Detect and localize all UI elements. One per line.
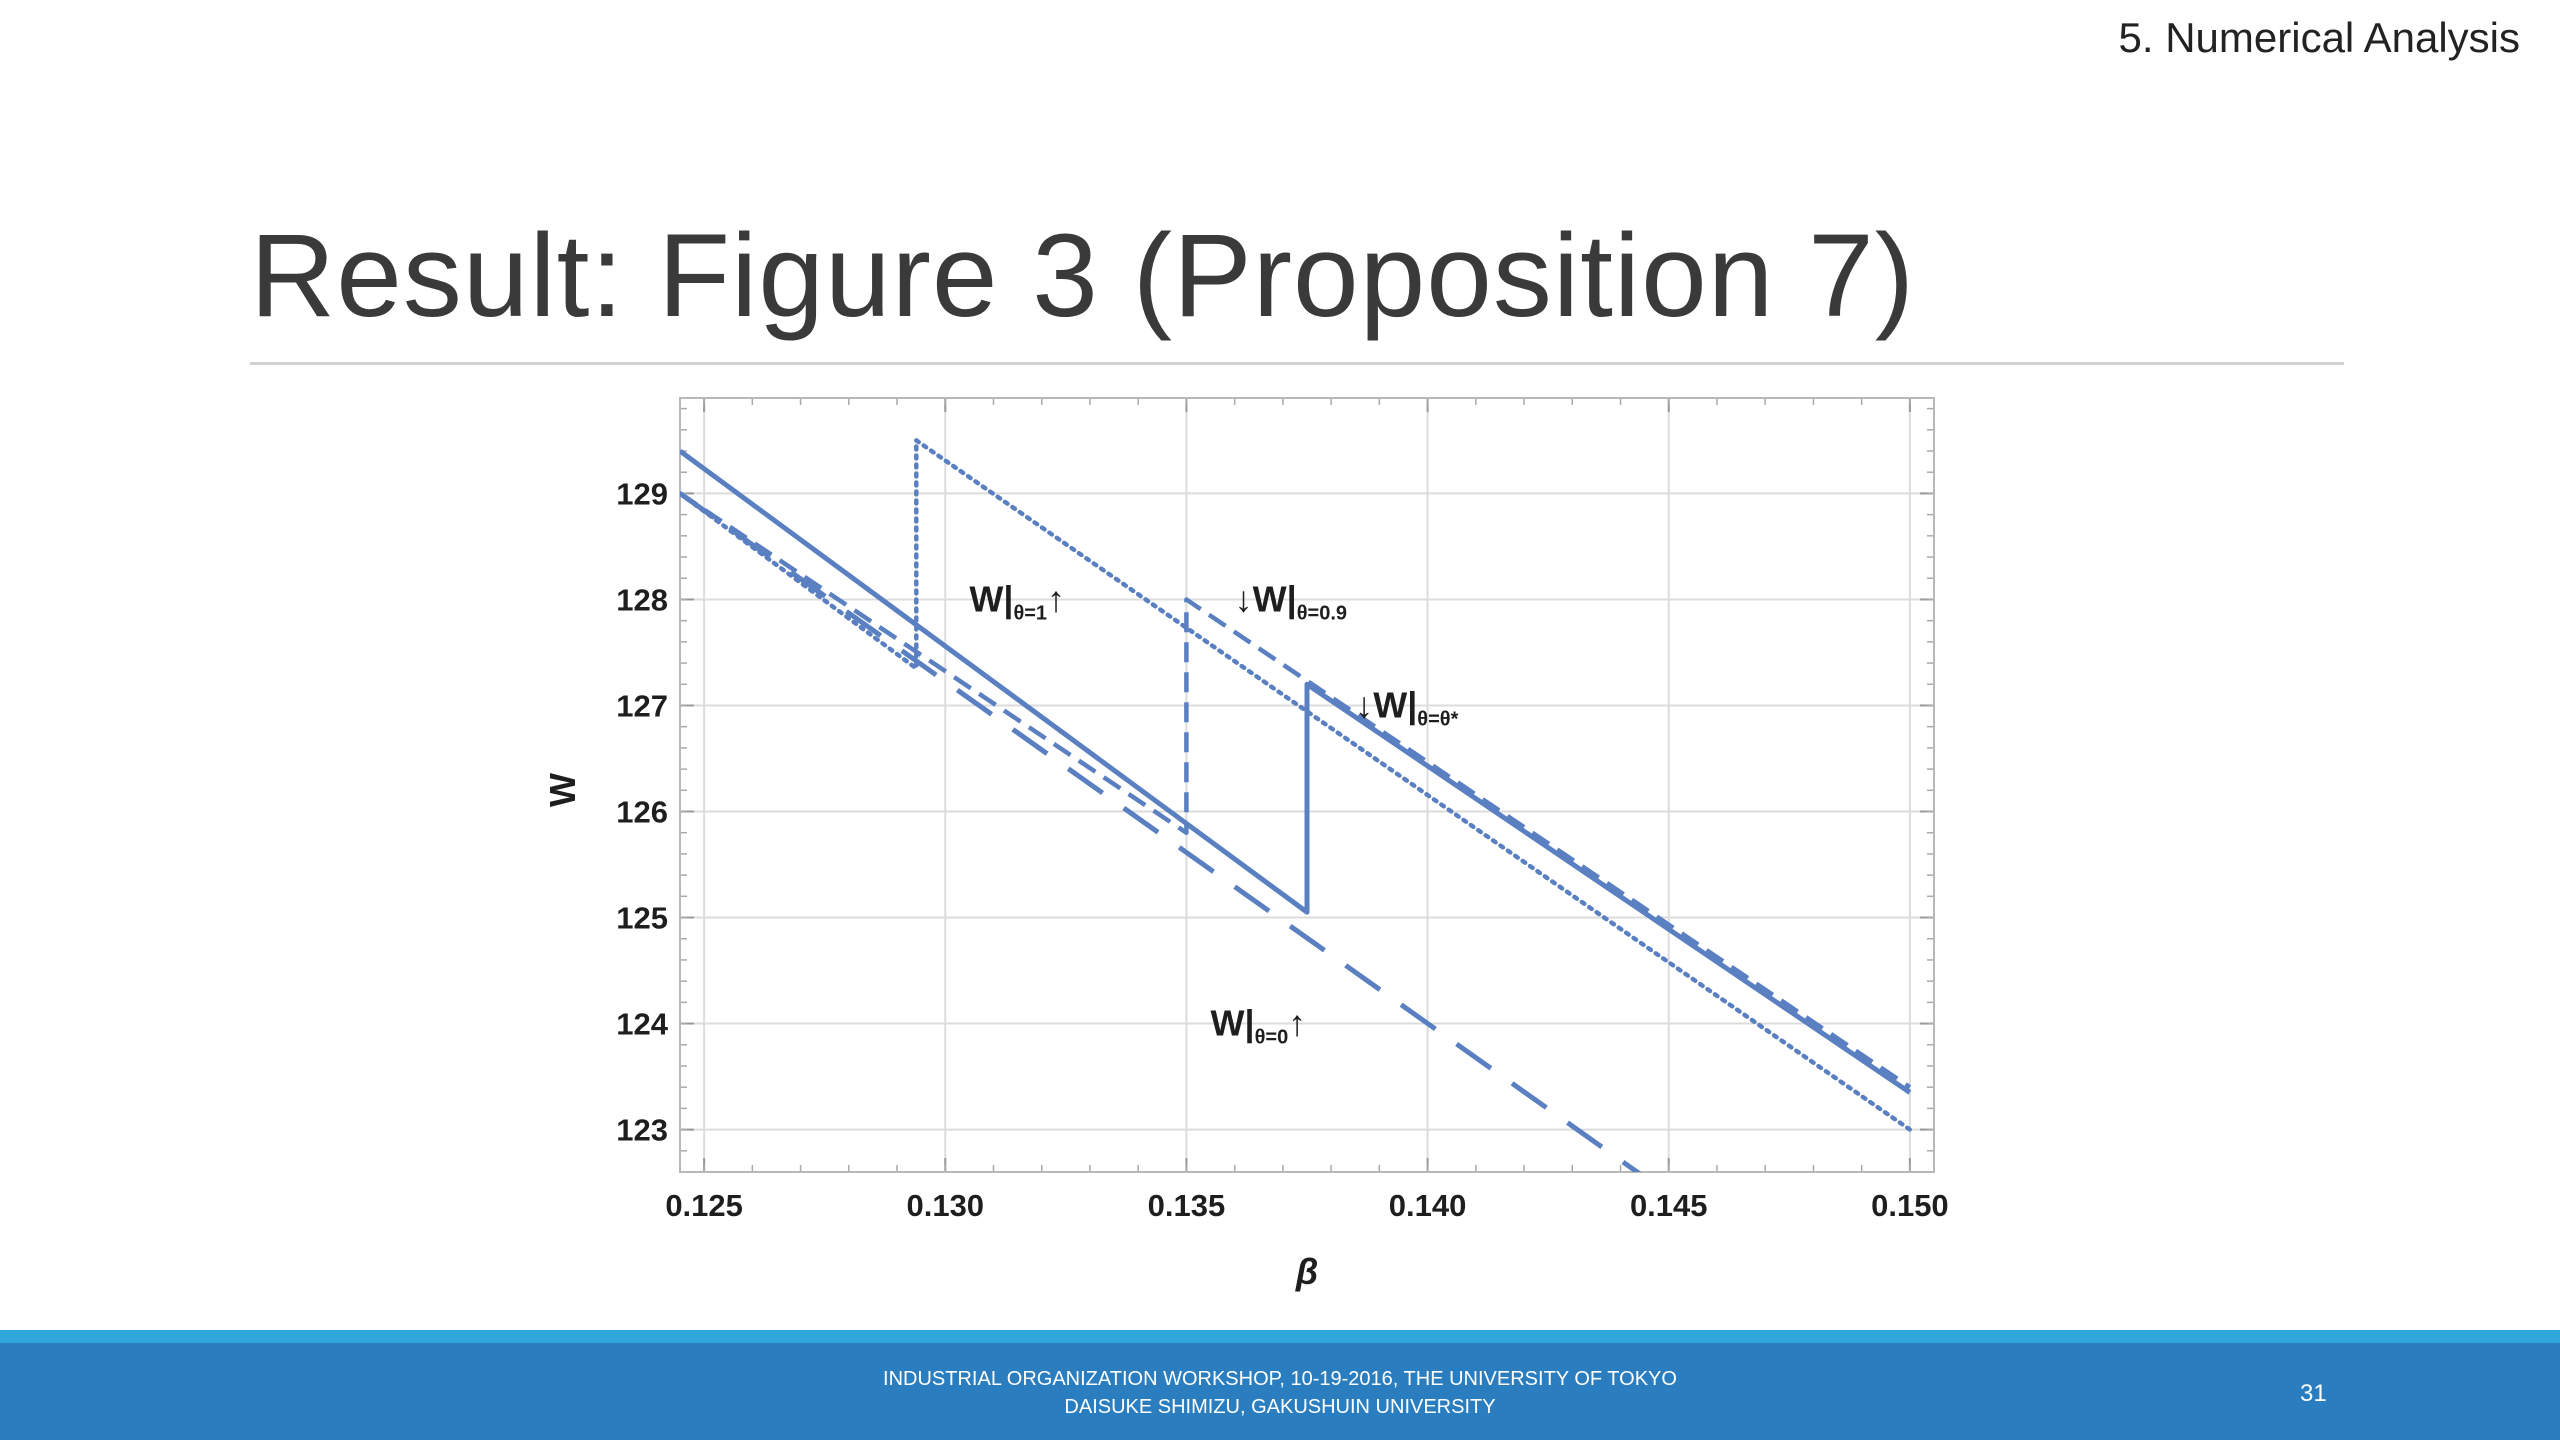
- y-tick-label: 123: [616, 1113, 668, 1148]
- series-annotations: W|θ=1↑ ↓W|θ=0.9 ↓W|θ=θ* W|θ=0↑: [969, 578, 1458, 1048]
- page-number: 31: [2300, 1380, 2327, 1407]
- series-line-dashed: [680, 491, 1912, 1090]
- footer-author: DAISUKE SHIMIZU, GAKUSHUIN UNIVERSITY: [1064, 1396, 1496, 1418]
- x-tick-label: 0.125: [665, 1188, 743, 1223]
- y-axis-title: W: [542, 773, 583, 807]
- y-tick-labels: 123 124 125 126 127 128 129: [616, 476, 668, 1147]
- y-tick-label: 129: [616, 476, 668, 511]
- title-divider: [250, 362, 2344, 365]
- section-label: 5. Numerical Analysis: [2118, 14, 2520, 61]
- y-tick-label: 128: [616, 582, 668, 617]
- footer-accent-stripe: [0, 1330, 2560, 1343]
- y-tick-label: 127: [616, 688, 668, 723]
- axis-ticks: [680, 398, 1934, 1172]
- x-tick-label: 0.145: [1630, 1188, 1708, 1223]
- footer-event: INDUSTRIAL ORGANIZATION WORKSHOP, 10-19-…: [883, 1368, 1677, 1390]
- y-tick-label: 125: [616, 901, 668, 936]
- y-tick-label: 124: [616, 1007, 668, 1042]
- x-axis-title: β: [1295, 1251, 1318, 1292]
- x-tick-label: 0.130: [906, 1188, 984, 1223]
- slide-title: Result: Figure 3 (Proposition 7): [250, 210, 1916, 342]
- gridlines: [680, 398, 1934, 1172]
- plot-frame: [679, 397, 1935, 1173]
- series-line-dotted: [680, 438, 1913, 1132]
- footer-bar: [0, 1343, 2560, 1440]
- annotation-label: ↓W|θ=θ*: [1355, 684, 1458, 730]
- y-tick-label: 126: [616, 795, 668, 830]
- x-tick-label: 0.150: [1871, 1188, 1949, 1223]
- annotation-label: ↓W|θ=0.9: [1235, 578, 1347, 624]
- series-lines: [680, 438, 1913, 1172]
- x-tick-label: 0.140: [1389, 1188, 1467, 1223]
- welfare-chart: 0.125 0.130 0.135 0.140 0.145 0.150 123 124 125…: [542, 397, 1949, 1292]
- annotation-label: W|θ=1↑: [969, 578, 1065, 624]
- annotation-label: W|θ=0↑: [1211, 1003, 1307, 1049]
- x-tick-label: 0.135: [1148, 1188, 1226, 1223]
- series-line-long-dashed: [680, 491, 1642, 1172]
- series-line-solid: [680, 448, 1912, 1095]
- x-tick-labels: 0.125 0.130 0.135 0.140 0.145 0.150: [665, 1188, 1948, 1223]
